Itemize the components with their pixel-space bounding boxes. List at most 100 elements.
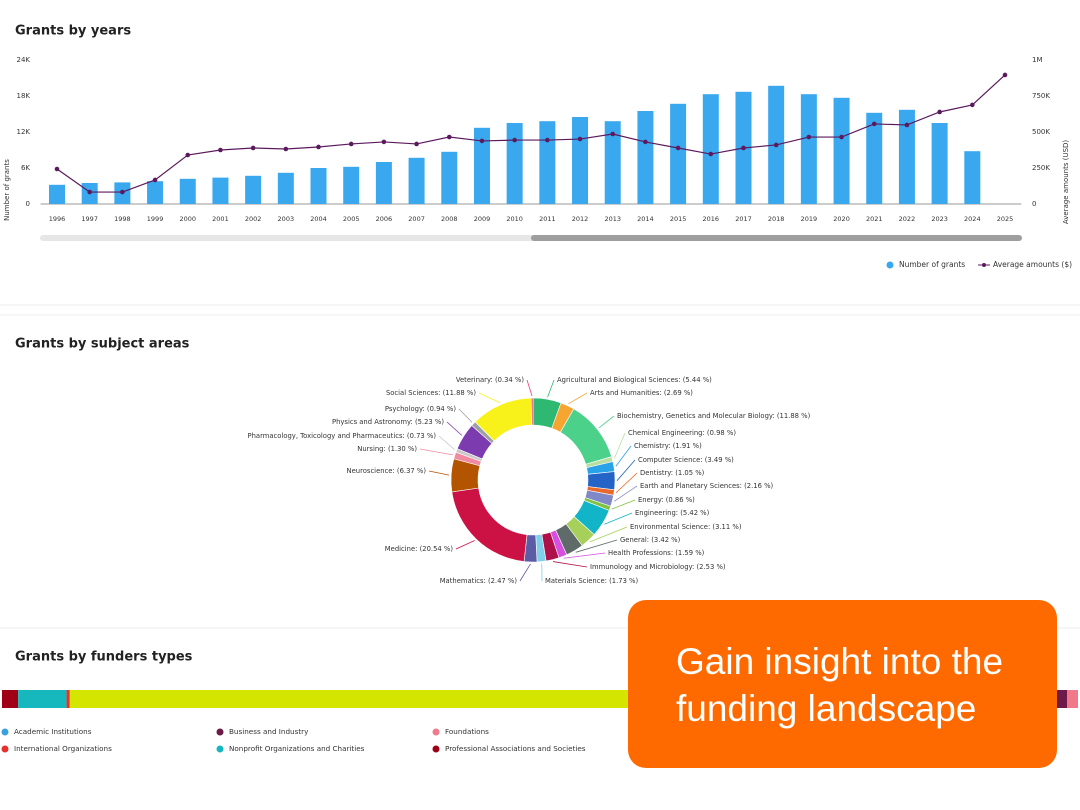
bar-segment xyxy=(2,690,19,708)
scrollbar-thumb[interactable] xyxy=(531,235,1022,241)
x-tick-label: 1998 xyxy=(114,215,131,223)
legend-label: Academic Institutions xyxy=(14,727,92,736)
slice-label: Chemical Engineering: (0.98 %) xyxy=(628,429,736,437)
bar xyxy=(147,181,164,204)
y-tick-label: 12K xyxy=(17,128,31,136)
legend-label: Business and Industry xyxy=(229,727,309,736)
legend-label: International Organizations xyxy=(14,744,112,753)
slice-label: Chemistry: (1.91 %) xyxy=(634,442,702,450)
bar xyxy=(670,103,687,204)
x-tick-label: 2018 xyxy=(768,215,785,223)
y2-tick-label: 500K xyxy=(1032,128,1050,136)
bar xyxy=(212,177,229,204)
legend-item[interactable]: Nonprofit Organizations and Charities xyxy=(216,744,365,753)
y2-tick-label: 0 xyxy=(1032,200,1036,208)
x-tick-label: 2012 xyxy=(572,215,589,223)
slice-label: Engineering: (5.42 %) xyxy=(635,509,710,517)
slice-label: Veterinary: (0.34 %) xyxy=(456,376,524,384)
bar xyxy=(964,151,981,204)
x-tick-label: 2005 xyxy=(343,215,360,223)
x-tick-label: 2019 xyxy=(801,215,818,223)
line xyxy=(56,74,1006,193)
line-point xyxy=(54,166,60,172)
slice-label: Nursing: (1.30 %) xyxy=(357,445,417,453)
x-tick-label: 2008 xyxy=(441,215,458,223)
legend-item[interactable]: International Organizations xyxy=(1,744,113,753)
x-tick-label: 2016 xyxy=(703,215,720,223)
legend-item[interactable]: Professional Associations and Societies xyxy=(432,744,586,753)
leader-line xyxy=(563,552,606,559)
x-tick-label: 2013 xyxy=(604,215,621,223)
line-point xyxy=(610,131,616,137)
legend-item[interactable]: Number of grants xyxy=(886,260,966,269)
leader-line xyxy=(547,379,555,398)
legend-label: Foundations xyxy=(445,727,489,736)
legend-item[interactable]: Foundations xyxy=(432,727,490,736)
legend-item[interactable]: Average amounts ($) xyxy=(978,260,1072,269)
y2-axis-title: Average amounts (USD) xyxy=(1062,140,1070,225)
donut-slice[interactable] xyxy=(530,397,534,426)
x-tick-label: 2017 xyxy=(735,215,752,223)
slice-label: Mathematics: (2.47 %) xyxy=(440,577,518,585)
slice-label: Physics and Astronomy: (5.23 %) xyxy=(332,418,444,426)
bar-segment xyxy=(66,690,70,708)
line-point xyxy=(741,145,746,151)
bar xyxy=(539,121,556,204)
y2-tick-label: 1M xyxy=(1032,56,1043,64)
line-point xyxy=(185,152,191,158)
line-point xyxy=(446,134,452,140)
line-point xyxy=(348,141,354,147)
bar xyxy=(604,121,621,204)
bar xyxy=(637,111,654,204)
slice-label: Social Sciences: (11.88 %) xyxy=(386,389,476,397)
legend-label: Number of grants xyxy=(899,260,965,269)
callout: Gain insight into the funding landscape xyxy=(628,600,1057,768)
line-point xyxy=(839,134,844,140)
bar xyxy=(833,97,850,204)
y-tick-label: 18K xyxy=(17,92,31,100)
bar xyxy=(866,112,883,204)
slice-label: Pharmacology, Toxicology and Pharmaceuti… xyxy=(248,432,437,440)
slice-label: Materials Science: (1.73 %) xyxy=(545,577,639,585)
line-point xyxy=(643,139,648,145)
leader-line xyxy=(526,379,533,397)
x-tick-label: 2021 xyxy=(866,215,883,223)
bar xyxy=(473,127,490,204)
slice-label: Computer Science: (3.49 %) xyxy=(638,456,734,464)
bar xyxy=(931,123,948,204)
y-tick-label: 0 xyxy=(26,200,30,208)
leader-line xyxy=(575,539,618,553)
line-point xyxy=(479,138,485,144)
x-tick-label: 2001 xyxy=(212,215,229,223)
donut-slice[interactable] xyxy=(451,487,528,562)
legend-item[interactable]: Business and Industry xyxy=(216,727,310,736)
x-tick-label: 2004 xyxy=(310,215,327,223)
bar xyxy=(245,175,262,204)
leader-line xyxy=(553,561,588,568)
legend-marker xyxy=(1,728,9,736)
x-tick-label: 2010 xyxy=(506,215,523,223)
leader-line xyxy=(519,563,531,582)
section-title: Grants by subject areas xyxy=(15,337,190,352)
line-point xyxy=(1002,72,1008,78)
bar xyxy=(506,123,523,204)
leader-line xyxy=(478,392,501,404)
bar xyxy=(408,157,425,204)
slice-label: Arts and Humanities: (2.69 %) xyxy=(590,389,693,397)
bar xyxy=(441,151,458,204)
slice-label: Immunology and Microbiology: (2.53 %) xyxy=(590,563,726,571)
y-tick-label: 6K xyxy=(21,164,30,172)
x-tick-label: 1997 xyxy=(81,215,98,223)
legend-marker xyxy=(432,745,440,753)
slice-label: Earth and Planetary Sciences: (2.16 %) xyxy=(640,482,774,490)
leader-line xyxy=(419,448,453,456)
line-point xyxy=(283,146,289,152)
x-tick-label: 2003 xyxy=(278,215,295,223)
legend-item[interactable]: Academic Institutions xyxy=(1,727,92,736)
x-tick-label: 2022 xyxy=(899,215,916,223)
leader-line xyxy=(598,415,615,429)
x-tick-label: 2002 xyxy=(245,215,262,223)
x-tick-label: 2024 xyxy=(964,215,981,223)
legend-label: Professional Associations and Societies xyxy=(445,744,586,753)
